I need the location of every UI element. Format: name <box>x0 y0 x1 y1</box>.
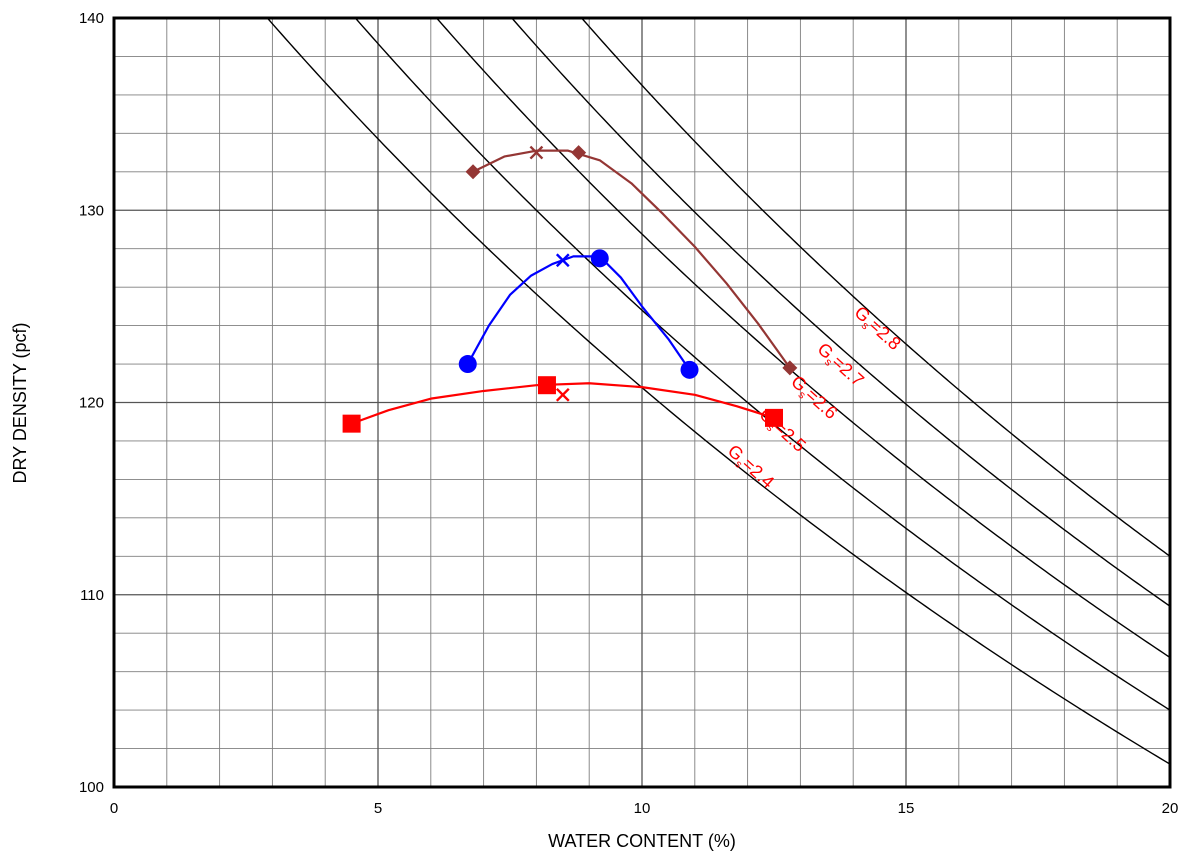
y-tick-label: 130 <box>79 202 104 219</box>
y-tick-label: 140 <box>79 10 104 27</box>
zav-curve-gs-2.8 <box>581 17 1171 557</box>
series-2-point <box>537 376 556 395</box>
optimum-cross-stroke <box>555 253 570 268</box>
x-tick-label: 20 <box>1162 800 1179 817</box>
series-1-optimum-marker <box>555 253 570 268</box>
series-1-point <box>680 360 699 379</box>
zav-curve-gs-2.6 <box>436 17 1171 659</box>
x-tick-label: 15 <box>898 800 915 817</box>
zav-label-gs-2.8: Gs=2.8 <box>849 302 905 356</box>
series-0-point <box>782 360 798 376</box>
optimum-cross-stroke <box>529 145 544 160</box>
y-tick-label: 120 <box>79 395 104 412</box>
x-tick-label: 0 <box>110 800 118 817</box>
series-1-curve <box>466 255 691 371</box>
series-0-point <box>465 164 481 180</box>
x-axis-label: WATER CONTENT (%) <box>548 831 736 851</box>
series-1-point <box>458 355 477 374</box>
series-0-point <box>571 145 587 161</box>
zero-air-voids-curves: Gs=2.4Gs=2.5Gs=2.6Gs=2.7Gs=2.8 <box>266 17 1171 765</box>
zav-curve-gs-2.7 <box>511 17 1171 607</box>
series-2-optimum-marker <box>555 387 570 402</box>
plot-frame <box>112 16 1172 789</box>
series-2-point <box>765 408 783 427</box>
optimum-cross-stroke <box>555 387 570 402</box>
series-0-curve <box>472 149 791 369</box>
zav-label-gs-2.6: Gs=2.6 <box>785 371 841 425</box>
compaction-series <box>342 145 798 433</box>
series-1-point <box>590 249 609 268</box>
x-tick-label: 10 <box>634 800 651 817</box>
y-axis-label: DRY DENSITY (pcf) <box>10 322 30 483</box>
zav-label-gs-2.4: Gs=2.4 <box>722 441 778 495</box>
series-2-curve <box>351 382 775 425</box>
x-tick-label: 5 <box>374 800 382 817</box>
y-tick-label: 100 <box>79 779 104 796</box>
zav-curve-gs-2.4 <box>266 17 1171 765</box>
series-2-point <box>342 414 361 433</box>
y-tick-label: 110 <box>80 587 104 604</box>
tick-labels: 0 5 10 15 20 100 110 120 130 140 <box>79 10 1178 817</box>
series-0-optimum-marker <box>529 145 544 160</box>
